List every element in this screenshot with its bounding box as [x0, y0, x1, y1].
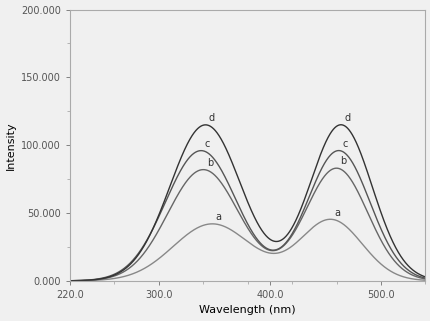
- Y-axis label: Intensity: Intensity: [6, 121, 15, 169]
- Text: b: b: [206, 158, 212, 168]
- Text: d: d: [209, 113, 215, 123]
- Text: a: a: [334, 208, 340, 218]
- X-axis label: Wavelength (nm): Wavelength (nm): [199, 306, 295, 316]
- Text: d: d: [344, 113, 350, 123]
- Text: c: c: [204, 139, 209, 149]
- Text: c: c: [341, 139, 347, 149]
- Text: b: b: [339, 156, 345, 166]
- Text: a: a: [215, 212, 221, 222]
